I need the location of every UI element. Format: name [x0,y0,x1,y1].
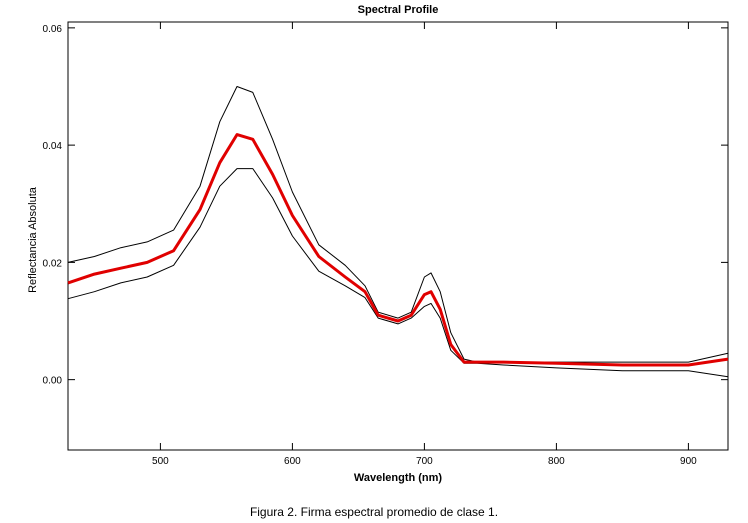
spectral-profile-chart: Spectral Profile 500 600 700 800 900 0.000.0… [27,4,729,484]
y-tick-label: 0.04 [43,141,63,152]
figure-caption: Figura 2. Firma espectral promedio de cl… [249,505,499,519]
y-tick-label: 0.00 [43,376,63,387]
x-tick-label: 900 [680,456,697,467]
series-layer [67,86,729,378]
chart-title: Spectral Profile [358,4,439,16]
x-axis: 500 600 700 800 900 [152,22,697,467]
x-axis-label: Wavelength (nm) [354,472,443,484]
x-tick-label: 500 [152,456,169,467]
x-tick-label: 600 [284,456,301,467]
y-tick-label: 0.02 [43,258,63,269]
x-tick-label: 700 [416,456,433,467]
series-line-lower [67,168,729,378]
x-tick-label: 800 [548,456,565,467]
series-line-mean [67,133,729,367]
y-axis: 0.00 0.02 0.04 0.06 [43,24,728,387]
y-axis-label: Reflectancia Absoluta [27,186,39,293]
y-tick-label: 0.06 [43,24,63,35]
plot-frame [67,21,729,451]
